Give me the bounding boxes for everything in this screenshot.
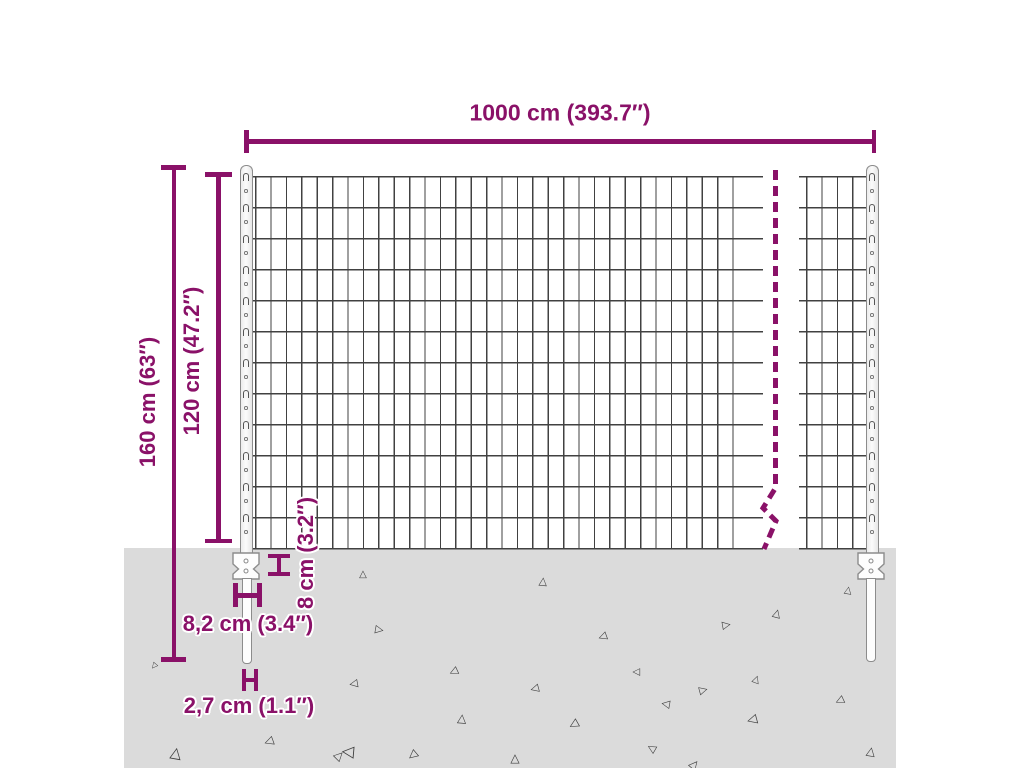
fence-post-right: [866, 165, 879, 555]
wire-hook-icon: [868, 173, 876, 181]
label-mesh-height: 120 cm (47.2″): [179, 286, 204, 436]
wire-hook-icon: [868, 204, 876, 212]
wire-hook-icon: [868, 483, 876, 491]
label-anchor-depth: 8 cm (3.2″): [293, 496, 318, 610]
wire-hook-icon: [242, 514, 250, 522]
ground-spike-left: [242, 578, 252, 664]
label-plate-width: 8,2 cm (3.4″): [182, 611, 314, 636]
post-hole-icon: [244, 468, 248, 472]
post-hole-icon: [244, 189, 248, 193]
dimension-cap-total-height-top: [161, 165, 186, 170]
wire-hook-icon: [868, 297, 876, 305]
wire-hook-icon: [242, 204, 250, 212]
post-hole-icon: [244, 344, 248, 348]
dimension-bar-spike-width-left: [242, 669, 246, 691]
wire-hook-icon: [242, 235, 250, 243]
wire-hook-icon: [868, 421, 876, 429]
post-hole-icon: [244, 220, 248, 224]
gravel-triangle-icon: △: [510, 751, 520, 765]
dimension-tick-width-right: [871, 130, 876, 153]
post-hole-icon: [870, 530, 874, 534]
post-hole-icon: [870, 375, 874, 379]
dimension-cap-anchor-depth-bottom: [268, 572, 290, 576]
wire-hook-icon: [868, 328, 876, 336]
wire-hook-icon: [242, 297, 250, 305]
mesh-vertical-wires-right: [806, 176, 868, 548]
wire-hook-icon: [242, 266, 250, 274]
wire-hook-icon: [242, 421, 250, 429]
dimension-line-spike-width: [246, 678, 254, 682]
post-hole-icon: [870, 251, 874, 255]
wire-hook-icon: [242, 359, 250, 367]
gravel-triangle-icon: △: [456, 710, 468, 726]
label-total-height: 160 cm (63″): [135, 336, 160, 468]
label-total-width: 1000 cm (393.7″): [469, 99, 651, 126]
dimension-bar-plate-width-right: [257, 583, 262, 607]
dimension-bar-plate-width-left: [233, 583, 238, 607]
post-hole-icon: [244, 375, 248, 379]
dimension-line-plate-width: [237, 593, 257, 598]
gravel-triangle-icon: △: [372, 624, 388, 636]
post-hole-icon: [870, 189, 874, 193]
fence-post-left: [240, 165, 253, 555]
label-spike-width: 2,7 cm (1.1″): [183, 693, 315, 718]
ground-area: [124, 548, 896, 768]
post-hole-icon: [870, 282, 874, 286]
dimension-bar-spike-width-right: [254, 669, 258, 691]
post-hole-icon: [870, 220, 874, 224]
mesh-vertical-wires-left: [255, 176, 748, 548]
post-hole-icon: [244, 251, 248, 255]
dimension-cap-total-height-bottom: [161, 657, 186, 662]
wire-hook-icon: [868, 266, 876, 274]
post-hole-icon: [244, 530, 248, 534]
post-hole-icon: [244, 499, 248, 503]
gravel-triangle-icon: △: [657, 698, 673, 710]
dimension-cap-mesh-height-bottom: [205, 538, 232, 543]
ground-spike-right: [866, 578, 876, 662]
wire-hook-icon: [242, 452, 250, 460]
gravel-triangle-icon: △: [168, 742, 184, 763]
wire-hook-icon: [242, 328, 250, 336]
wire-hook-icon: [242, 483, 250, 491]
post-hole-icon: [244, 437, 248, 441]
gravel-triangle-icon: △: [631, 668, 642, 676]
wire-hook-icon: [868, 390, 876, 398]
wire-hook-icon: [868, 359, 876, 367]
wire-hook-icon: [242, 390, 250, 398]
post-hole-icon: [244, 313, 248, 317]
dimension-line-anchor-depth: [277, 558, 281, 573]
post-hole-icon: [870, 406, 874, 410]
dimension-line-mesh-height: [216, 172, 221, 543]
gravel-triangle-icon: △: [538, 574, 548, 588]
post-hole-icon: [244, 406, 248, 410]
wire-hook-icon: [242, 173, 250, 181]
dimension-cap-mesh-height-top: [205, 172, 232, 177]
post-hole-icon: [870, 313, 874, 317]
post-hole-icon: [244, 282, 248, 286]
gravel-triangle-icon: △: [359, 569, 367, 580]
wire-hook-icon: [868, 514, 876, 522]
wire-hook-icon: [868, 235, 876, 243]
post-hole-icon: [870, 468, 874, 472]
dimension-line-width: [244, 139, 876, 144]
gravel-triangle-icon: △: [843, 584, 853, 597]
wire-hook-icon: [868, 452, 876, 460]
dimension-tick-width-left: [244, 130, 249, 153]
dimension-cap-anchor-depth-top: [268, 554, 290, 558]
post-hole-icon: [870, 344, 874, 348]
dimension-line-total-height: [171, 167, 176, 660]
post-hole-icon: [870, 437, 874, 441]
post-hole-icon: [870, 499, 874, 503]
break-line-icon: [759, 170, 779, 550]
